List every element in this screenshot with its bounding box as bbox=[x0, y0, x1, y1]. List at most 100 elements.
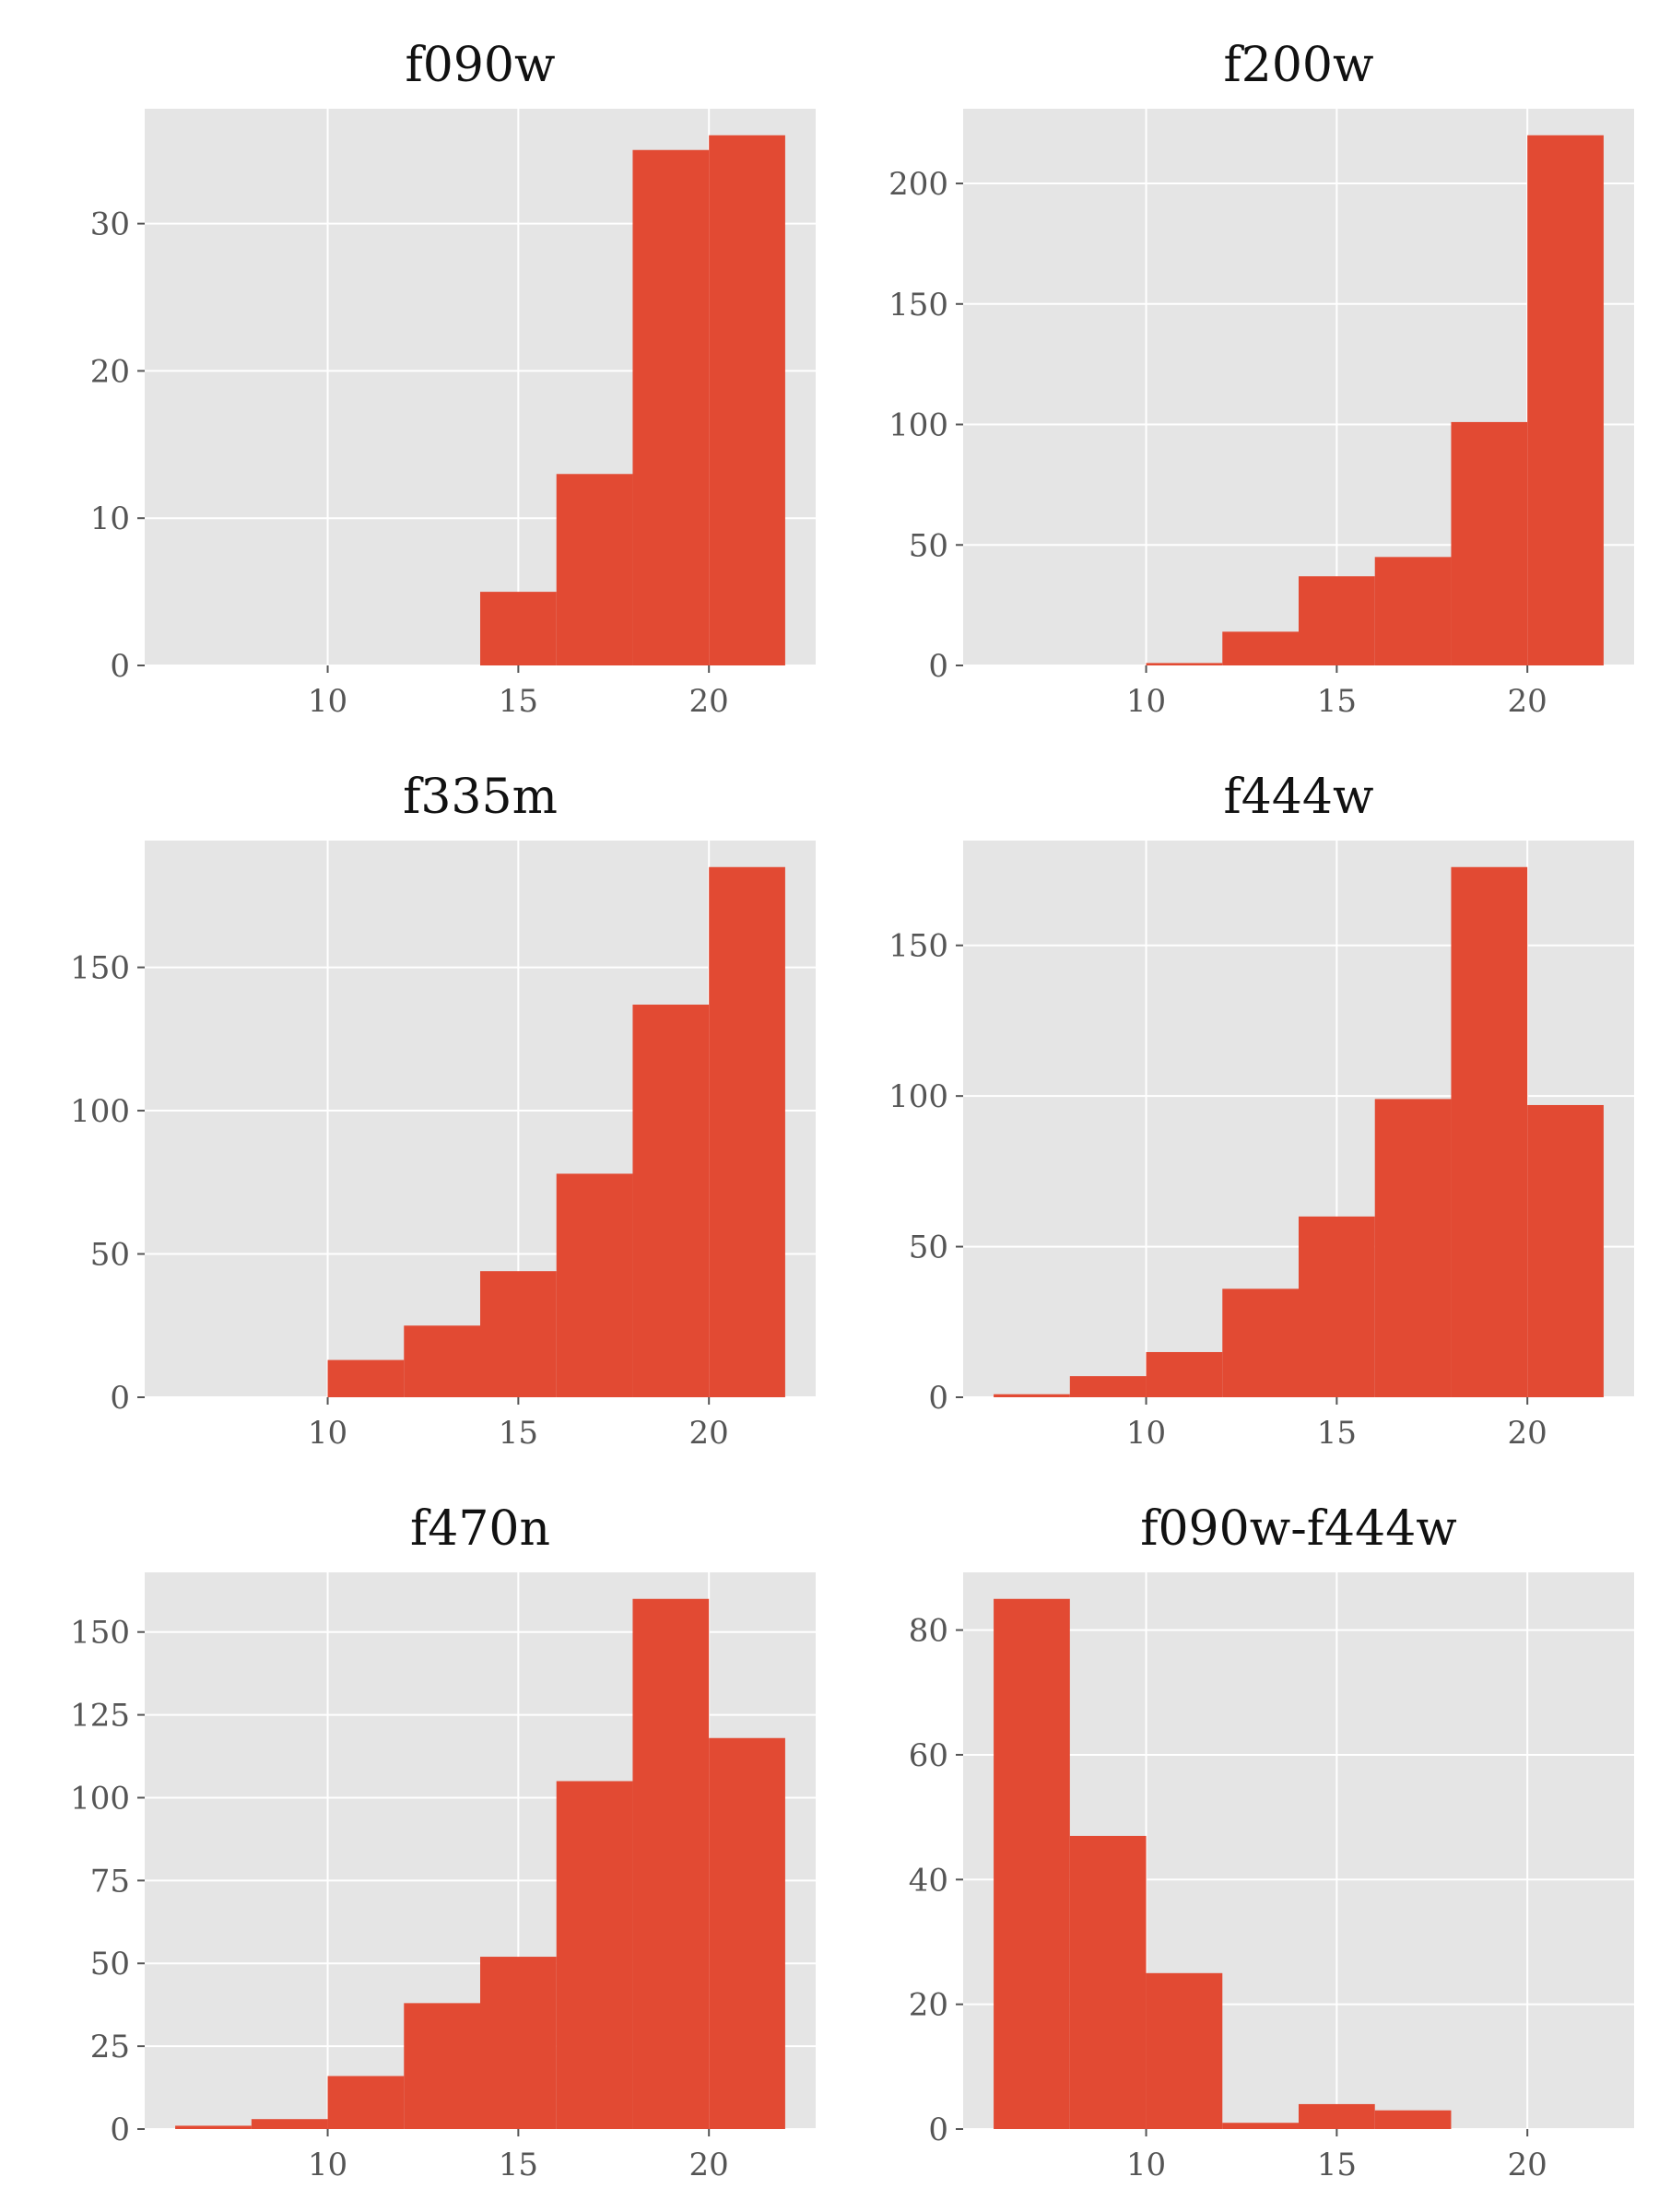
y-tick-label: 150 bbox=[70, 1615, 130, 1652]
x-tick-label: 20 bbox=[1508, 683, 1547, 720]
histogram-bar bbox=[404, 2003, 480, 2129]
histogram-bar bbox=[1069, 1835, 1147, 2129]
histogram-bar bbox=[175, 2125, 252, 2129]
y-tick-label: 50 bbox=[909, 527, 948, 564]
y-tick-label: 125 bbox=[70, 1698, 130, 1735]
histogram-bar bbox=[709, 1737, 785, 2129]
histogram-bar bbox=[1374, 1099, 1452, 1397]
histogram-bar bbox=[1222, 631, 1299, 665]
y-tick-label: 10 bbox=[90, 500, 130, 537]
panel-title: f090w-f444w bbox=[1140, 1501, 1457, 1557]
x-tick-label: 15 bbox=[1317, 2147, 1357, 2183]
x-tick-label: 20 bbox=[689, 2147, 729, 2183]
x-tick-label: 10 bbox=[1126, 1415, 1166, 1452]
histogram-bar bbox=[994, 1598, 1070, 2129]
panel-title: f090w bbox=[405, 38, 555, 93]
x-tick-label: 10 bbox=[308, 2147, 347, 2183]
x-tick-label: 10 bbox=[308, 683, 347, 720]
histogram-bar bbox=[1451, 421, 1528, 665]
histogram-bar bbox=[556, 474, 633, 665]
x-tick-label: 20 bbox=[1508, 2147, 1547, 2183]
y-tick-label: 30 bbox=[90, 206, 130, 243]
histogram-bar bbox=[480, 1271, 557, 1397]
histogram-bar bbox=[480, 1957, 557, 2129]
y-tick-label: 20 bbox=[909, 1987, 948, 2024]
panel-title: f444w bbox=[1223, 770, 1373, 825]
x-tick-label: 10 bbox=[1126, 2147, 1166, 2183]
histogram-bar bbox=[1299, 2103, 1375, 2129]
histogram-panel-f444w: 10 15 20 0 50 100 150 f444w bbox=[888, 770, 1634, 1452]
histogram-bar bbox=[327, 2076, 405, 2129]
y-tick-label: 100 bbox=[888, 1078, 948, 1115]
x-tick-label: 10 bbox=[1126, 683, 1166, 720]
y-tick-label: 20 bbox=[90, 353, 130, 390]
histogram-bar bbox=[1451, 866, 1528, 1397]
histogram-bar bbox=[632, 1005, 710, 1397]
histogram-bar bbox=[709, 135, 785, 665]
panel-title: f200w bbox=[1223, 38, 1373, 93]
histogram-bar bbox=[556, 1781, 633, 2129]
y-tick-label: 150 bbox=[888, 287, 948, 324]
histogram-bar bbox=[1146, 663, 1223, 665]
y-tick-label: 100 bbox=[70, 1780, 130, 1817]
histogram-bar bbox=[1527, 135, 1604, 665]
histogram-bar bbox=[632, 149, 710, 666]
histogram-bar bbox=[1374, 2110, 1452, 2129]
histogram-panel-f090w-f444w: 10 15 20 0 20 40 60 80 f090w-f444w bbox=[909, 1501, 1634, 2183]
y-tick-label: 100 bbox=[888, 407, 948, 444]
histogram-bar bbox=[1146, 1351, 1223, 1397]
x-tick-label: 15 bbox=[499, 2147, 538, 2183]
panel-title: f470n bbox=[410, 1501, 550, 1557]
y-tick-label: 0 bbox=[110, 1380, 130, 1417]
histogram-bar bbox=[251, 2119, 328, 2129]
histogram-bar bbox=[1222, 2123, 1299, 2129]
y-tick-label: 0 bbox=[928, 648, 948, 685]
y-tick-label: 80 bbox=[909, 1613, 948, 1650]
y-tick-label: 0 bbox=[110, 648, 130, 685]
x-tick-label: 15 bbox=[1317, 1415, 1357, 1452]
histogram-bar bbox=[327, 1359, 405, 1397]
y-tick-label: 0 bbox=[928, 1380, 948, 1417]
histogram-bar bbox=[1146, 1972, 1223, 2129]
histogram-bar bbox=[994, 1394, 1070, 1397]
histogram-bar bbox=[1222, 1288, 1299, 1397]
y-tick-label: 75 bbox=[90, 1863, 130, 1900]
histogram-panel-f470n: 10 15 20 0 25 50 75 100 125 150 f470n bbox=[70, 1501, 816, 2183]
histogram-panel-f090w: 10 15 20 0 10 20 30 f090w bbox=[90, 38, 816, 720]
x-tick-label: 15 bbox=[499, 683, 538, 720]
x-tick-label: 15 bbox=[1317, 683, 1357, 720]
x-tick-label: 15 bbox=[499, 1415, 538, 1452]
y-tick-label: 200 bbox=[888, 166, 948, 203]
x-tick-label: 20 bbox=[689, 1415, 729, 1452]
histogram-bar bbox=[1069, 1376, 1147, 1397]
x-tick-label: 20 bbox=[1508, 1415, 1547, 1452]
y-tick-label: 50 bbox=[909, 1230, 948, 1266]
histogram-bar bbox=[1299, 1216, 1375, 1397]
histogram-bar bbox=[1527, 1104, 1604, 1397]
histogram-bar bbox=[480, 592, 557, 665]
histogram-bar bbox=[556, 1173, 633, 1397]
histogram-bar bbox=[1299, 576, 1375, 665]
histogram-bar bbox=[1374, 557, 1452, 665]
y-tick-label: 25 bbox=[90, 2029, 130, 2065]
histogram-panel-f335m: 10 15 20 0 50 100 150 f335m bbox=[70, 770, 816, 1452]
y-tick-label: 50 bbox=[90, 1946, 130, 1983]
y-tick-label: 150 bbox=[70, 950, 130, 987]
x-tick-label: 10 bbox=[308, 1415, 347, 1452]
y-tick-label: 60 bbox=[909, 1737, 948, 1774]
y-tick-label: 100 bbox=[70, 1093, 130, 1130]
y-tick-label: 40 bbox=[909, 1862, 948, 1899]
y-tick-label: 0 bbox=[928, 2112, 948, 2148]
panel-title: f335m bbox=[403, 770, 558, 825]
y-tick-label: 0 bbox=[110, 2112, 130, 2148]
histogram-bar bbox=[632, 1598, 710, 2129]
x-tick-label: 20 bbox=[689, 683, 729, 720]
y-tick-label: 50 bbox=[90, 1237, 130, 1274]
histogram-bar bbox=[709, 866, 785, 1397]
histogram-bar bbox=[404, 1325, 480, 1397]
y-tick-label: 150 bbox=[888, 928, 948, 965]
